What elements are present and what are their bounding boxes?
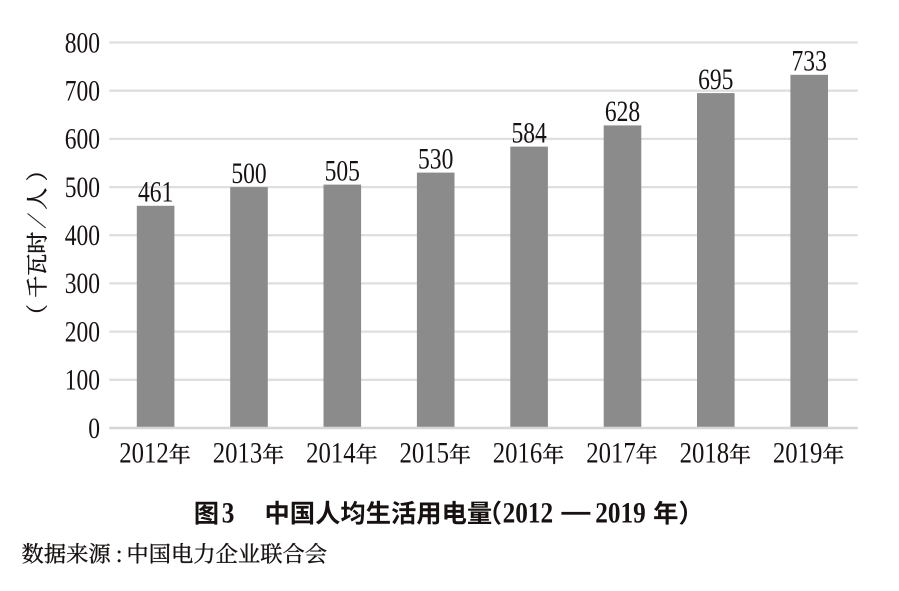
- svg-text:2019: 2019: [773, 435, 822, 469]
- svg-text:505: 505: [325, 154, 360, 187]
- svg-text:0: 0: [88, 411, 100, 444]
- svg-text:700: 700: [65, 74, 100, 107]
- svg-text:2018: 2018: [680, 435, 729, 469]
- svg-text:733: 733: [792, 44, 827, 77]
- svg-text:530: 530: [418, 142, 453, 175]
- svg-text:2019: 2019: [595, 496, 646, 530]
- svg-text:461: 461: [138, 175, 173, 208]
- svg-text:300: 300: [65, 267, 100, 300]
- svg-text:3: 3: [222, 496, 235, 530]
- svg-text:2015: 2015: [400, 435, 449, 469]
- svg-text:400: 400: [65, 218, 100, 251]
- svg-text:2016: 2016: [493, 435, 542, 469]
- svg-text:2012: 2012: [503, 496, 554, 530]
- svg-text:2013: 2013: [213, 435, 262, 469]
- svg-text:200: 200: [65, 315, 100, 348]
- svg-text:600: 600: [65, 122, 100, 155]
- svg-text:500: 500: [231, 156, 266, 189]
- svg-text:100: 100: [65, 363, 100, 396]
- svg-text:2012: 2012: [119, 435, 168, 469]
- svg-text:2014: 2014: [306, 435, 356, 469]
- svg-text:2017: 2017: [586, 435, 635, 469]
- svg-text:628: 628: [605, 95, 640, 128]
- svg-text:500: 500: [65, 170, 100, 203]
- svg-text:695: 695: [698, 62, 733, 95]
- svg-text:800: 800: [65, 26, 100, 59]
- svg-text:584: 584: [511, 116, 547, 149]
